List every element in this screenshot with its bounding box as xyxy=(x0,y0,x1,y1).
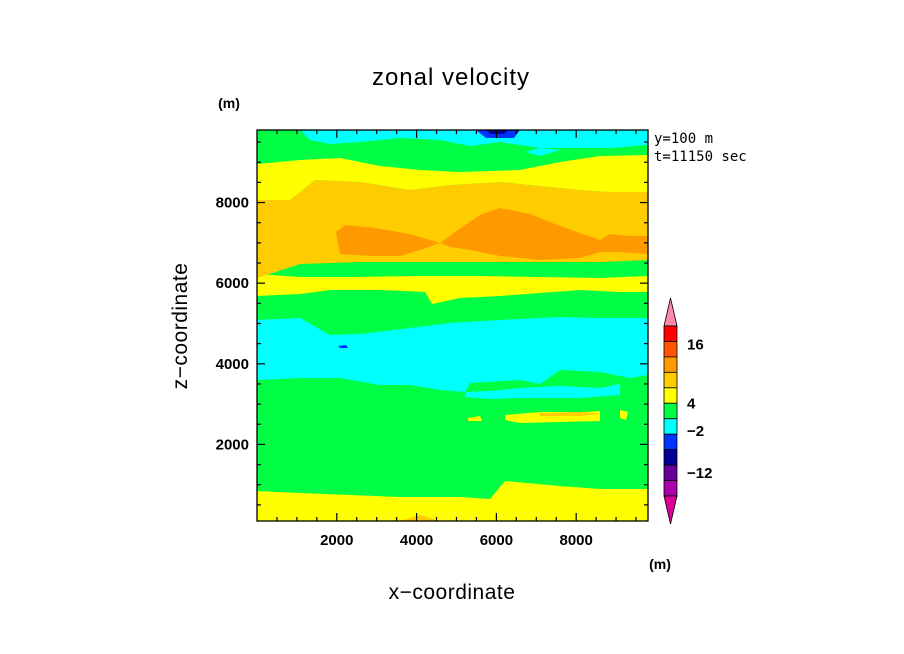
contour-small-yellow-3 xyxy=(620,410,628,420)
plot-frame xyxy=(256,129,649,522)
colorbar-segment xyxy=(663,418,678,435)
contour-blue-speck xyxy=(338,345,348,348)
colorbar-level-label: 4 xyxy=(687,395,696,412)
colorbar: 16 4 −2 −12 xyxy=(663,297,712,525)
contour-top-yellow xyxy=(257,155,648,200)
x-axis-label: x−coordinate xyxy=(389,581,516,604)
colorbar-segment xyxy=(663,356,678,373)
colorbar-segment xyxy=(663,341,678,358)
colorbar-level-label: −2 xyxy=(687,423,704,440)
contour-cyan-patch xyxy=(465,384,620,399)
info-time: t=11150 sec xyxy=(654,149,747,165)
contour-surface-orange xyxy=(400,515,440,521)
contour-yellow-lower xyxy=(257,274,648,304)
contour-top-navy xyxy=(486,130,508,134)
colorbar-segment xyxy=(663,387,678,404)
contour-surface-yellow xyxy=(257,481,648,521)
x-tick-label: 6000 xyxy=(480,532,513,549)
y-tick-label: 6000 xyxy=(216,275,249,292)
x-tick-label: 2000 xyxy=(320,532,353,549)
contour-core xyxy=(336,208,648,260)
contour-top-cyan-2 xyxy=(525,148,560,156)
contour-small-yellow-2 xyxy=(468,416,482,421)
contour-mid-cyan xyxy=(257,317,648,392)
contour-small-orange xyxy=(540,412,600,416)
contour-top-cyan xyxy=(300,130,648,148)
x-tick-label: 8000 xyxy=(559,532,592,549)
chart-title: zonal velocity xyxy=(372,64,530,91)
colorbar-segment xyxy=(663,433,678,451)
colorbar-segment xyxy=(663,480,678,497)
info-y-position: y=100 m xyxy=(654,131,713,147)
axes: 2000 4000 6000 8000 2000 4000 6000 8000 xyxy=(216,130,648,549)
x-tick-label: 4000 xyxy=(400,532,433,549)
colorbar-level-label: −12 xyxy=(687,465,712,482)
colorbar-segment xyxy=(663,402,678,420)
colorbar-segment xyxy=(663,449,678,466)
colorbar-segment xyxy=(663,464,678,481)
y-tick-label: 8000 xyxy=(216,195,249,212)
y-unit-label: (m) xyxy=(218,95,240,111)
colorbar-top-triangle xyxy=(663,297,678,327)
colorbar-segment xyxy=(663,325,678,342)
y-axis-label: z−coordinate xyxy=(169,263,192,390)
colorbar-bottom-triangle xyxy=(663,495,678,525)
colorbar-level-label: 16 xyxy=(687,337,704,354)
y-tick-label: 2000 xyxy=(216,436,249,453)
colorbar-unit: (m) xyxy=(649,556,671,572)
contour-plot xyxy=(256,129,649,522)
y-tick-label: 4000 xyxy=(216,356,249,373)
colorbar-segment xyxy=(663,371,678,389)
